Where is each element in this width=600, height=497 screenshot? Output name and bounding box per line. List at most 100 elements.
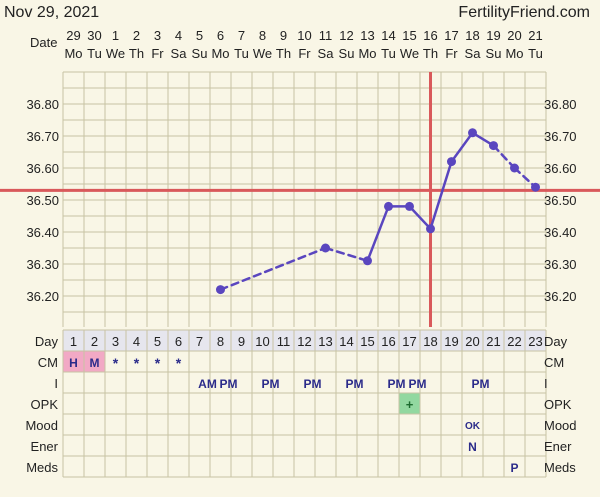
labels: Date 29 30 1 2 3 4 5 6 7 8 9 10 11 12 13 14 15 16 17 18 19 20 2… [25,28,576,475]
day-number: 5 [154,334,161,349]
date-number: 21 [528,28,542,43]
cm-cell-value: * [176,355,182,371]
weekday-label: Tu [234,46,249,61]
ener-cell-value: N [468,440,477,454]
day-number: 7 [196,334,203,349]
plot-overlay [0,72,600,327]
weekday-label: Sa [171,46,188,61]
date-number: 5 [196,28,203,43]
day-number: 4 [133,334,140,349]
weekday-label: Th [276,46,291,61]
date-number: 13 [360,28,374,43]
cm-cell-value: M [90,356,100,370]
weekday-label: Su [192,46,208,61]
weekday-label: Mo [64,46,82,61]
date-number: 6 [217,28,224,43]
date-number: 11 [319,28,333,43]
row-label-right-day: Day [544,334,568,349]
date-number: 9 [280,28,287,43]
temp-point [321,243,330,253]
row-label-left-ener: Ener [31,439,59,454]
weekday-label: Fr [298,46,311,61]
y-tick-right: 36.50 [544,193,577,208]
i-cell-value: PM [262,377,280,391]
temp-segment [219,246,327,291]
day-number: 22 [507,334,521,349]
weekday-label: Th [129,46,144,61]
day-number: 3 [112,334,119,349]
day-number: 18 [423,334,437,349]
grid [62,71,547,478]
temp-point [489,141,498,151]
i-cell-value: PM [409,377,427,391]
i-cell-value: PM [472,377,490,391]
cm-cell-highlight [63,351,84,372]
row-label-left-mood: Mood [25,418,58,433]
temp-point [468,128,477,138]
y-tick-right: 36.20 [544,289,577,304]
row-label-right-meds: Meds [544,460,576,475]
weekday-label: Su [339,46,355,61]
date-number: 3 [154,28,161,43]
weekday-label: Fr [445,46,458,61]
row-label-left-meds: Meds [26,460,58,475]
temp-segment [366,205,390,263]
weekday-label: Su [486,46,502,61]
y-tick-left: 36.80 [26,97,59,112]
day-number: 11 [277,334,291,349]
row-label-right-mood: Mood [544,418,577,433]
weekday-label: Fr [151,46,164,61]
day-number: 8 [217,334,224,349]
cm-cell-highlight [84,351,105,372]
y-tick-right: 36.70 [544,129,577,144]
row-label-left-opk: OPK [31,397,59,412]
date-number: 30 [87,28,101,43]
opk-cell-highlight [399,393,420,414]
weekday-label: Mo [211,46,229,61]
day-number: 6 [175,334,182,349]
day-number: 19 [444,334,458,349]
row-label-right-ener: Ener [544,439,572,454]
y-tick-left: 36.40 [26,225,59,240]
date-label: Date [30,35,57,50]
temp-point [531,182,540,192]
temp-segment [429,160,453,231]
row-label-right-i: I [544,376,548,391]
day-number: 16 [381,334,395,349]
temp-point [447,157,456,167]
mood-cell-value: OK [465,421,481,432]
y-tick-left: 36.50 [26,193,59,208]
cm-cell-value: * [134,355,140,371]
day-number: 2 [91,334,98,349]
date-number: 12 [339,28,353,43]
temp-segment [450,131,474,163]
y-tick-left: 36.60 [26,161,59,176]
day-number: 15 [360,334,374,349]
y-tick-right: 36.40 [544,225,577,240]
weekday-label: Sa [318,46,335,61]
day-number: 23 [528,334,542,349]
date-number: 4 [175,28,182,43]
day-number: 17 [402,334,416,349]
row-label-left-cm: CM [38,355,58,370]
temp-point [384,201,393,211]
weekday-label: We [253,46,272,61]
y-tick-right: 36.80 [544,97,577,112]
temp-segment [408,205,432,231]
temp-point [363,256,372,266]
temp-point [426,224,435,234]
date-number: 18 [465,28,479,43]
weekday-label: Tu [381,46,396,61]
y-tick-left: 36.20 [26,289,59,304]
row-label-left-day: Day [35,334,59,349]
y-tick-left: 36.30 [26,257,59,272]
date-number: 2 [133,28,140,43]
cm-cell-value: * [113,355,119,371]
date-number: 17 [444,28,458,43]
header-site: FertilityFriend.com [458,4,590,21]
i-cell-value: PM [346,377,364,391]
weekday-label: Tu [87,46,102,61]
temp-point [510,163,519,173]
day-number: 14 [339,334,353,349]
y-tick-left: 36.70 [26,129,59,144]
